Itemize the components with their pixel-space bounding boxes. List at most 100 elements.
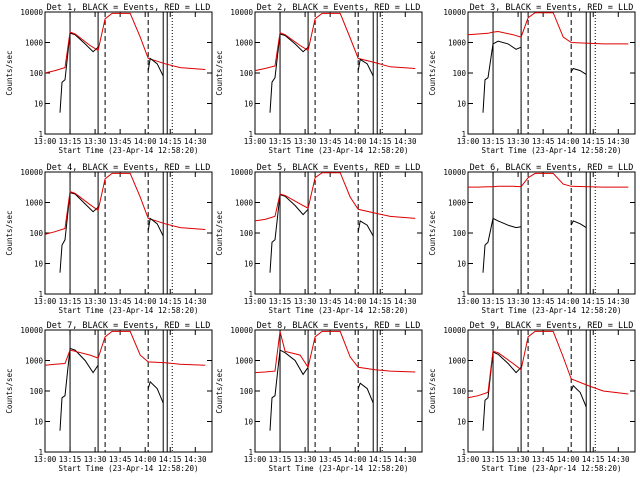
x-tick-label: 14:00 [344,297,367,306]
series-lld-line [44,12,206,74]
y-tick-label: 1000 [25,199,44,208]
y-axis-label: Counts/sec [428,50,437,95]
panel-det-6: Det 6, BLACK = Events, RED = LLD 1 10 100 10… [428,163,636,315]
x-tick-label: 14:00 [557,137,580,146]
y-tick-label: 100 [239,69,253,78]
y-tick-label: 1 [461,130,466,139]
x-tick-label: 14:30 [607,455,630,464]
panel-title: Det 7, BLACK = Events, RED = LLD [47,321,211,331]
x-tick-label: 13:00 [244,455,267,464]
panel-title: Det 2, BLACK = Events, RED = LLD [257,3,421,13]
y-tick-label: 10000 [20,326,43,335]
x-tick-label: 13:15 [482,455,505,464]
x-tick-label: 14:30 [394,455,417,464]
x-tick-label: 13:00 [34,297,57,306]
x-tick-label: 13:00 [457,137,480,146]
series-lld-line [254,12,416,72]
y-tick-label: 100 [239,387,253,396]
x-tick-label: 13:15 [59,297,82,306]
x-tick-label: 14:30 [184,137,207,146]
x-tick-label: 14:15 [369,137,392,146]
x-tick-label: 13:30 [507,137,530,146]
y-tick-label: 10 [34,100,44,109]
x-tick-label: 14:30 [394,137,417,146]
y-axis-label: Counts/sec [5,368,14,413]
series-events-line [570,384,587,408]
panel-title: Det 3, BLACK = Events, RED = LLD [470,3,634,13]
panel-det-1: Det 1, BLACK = Events, RED = LLD 1 10 100 10… [5,3,213,155]
series-events-line [570,220,587,229]
x-tick-label: 14:30 [607,297,630,306]
y-tick-label: 10000 [230,326,253,335]
y-tick-label: 100 [452,387,466,396]
y-tick-label: 10 [34,260,44,269]
series-lld-line [467,12,629,45]
series-events-line [59,32,99,113]
x-tick-label: 13:00 [244,297,267,306]
x-tick-label: 13:15 [59,137,82,146]
y-tick-label: 1 [248,448,253,457]
x-tick-label: 13:00 [34,137,57,146]
panel-title: Det 5, BLACK = Events, RED = LLD [257,163,421,173]
x-tick-label: 14:30 [184,297,207,306]
y-tick-label: 100 [239,229,253,238]
series-events-line [357,220,374,237]
series-events-line [147,380,164,404]
x-axis-label: Start Time (23-Apr-14 12:58:20) [482,306,622,315]
x-tick-label: 13:00 [34,455,57,464]
x-axis-label: Start Time (23-Apr-14 12:58:20) [269,146,409,155]
y-tick-label: 100 [29,229,43,238]
x-tick-label: 13:15 [482,137,505,146]
y-tick-label: 10000 [230,168,253,177]
x-tick-label: 14:15 [159,137,182,146]
x-tick-label: 13:30 [84,297,107,306]
x-tick-label: 14:15 [369,297,392,306]
x-axis-label: Start Time (23-Apr-14 12:58:20) [482,146,622,155]
series-lld-line [254,172,416,222]
series-events-line [269,194,309,273]
x-tick-label: 13:30 [507,455,530,464]
x-tick-label: 13:45 [109,297,132,306]
x-tick-label: 14:30 [184,455,207,464]
y-axis-label: Counts/sec [428,210,437,255]
y-tick-label: 10 [244,100,254,109]
panel-det-3: Det 3, BLACK = Events, RED = LLD 1 10 100 10… [428,3,636,155]
y-tick-label: 1000 [235,357,254,366]
x-tick-label: 14:00 [557,455,580,464]
series-events-line [269,349,309,431]
x-axis-label: Start Time (23-Apr-14 12:58:20) [269,306,409,315]
y-axis-label: Counts/sec [215,50,224,95]
y-tick-label: 100 [29,69,43,78]
x-tick-label: 13:45 [109,455,132,464]
x-tick-label: 13:15 [269,297,292,306]
series-events-line [357,58,374,77]
x-tick-label: 13:15 [482,297,505,306]
x-axis-label: Start Time (23-Apr-14 12:58:20) [482,464,622,473]
panel-det-2: Det 2, BLACK = Events, RED = LLD 1 10 100 10… [215,3,423,155]
panel-title: Det 9, BLACK = Events, RED = LLD [470,321,634,331]
panel-det-4: Det 4, BLACK = Events, RED = LLD 1 10 100 10… [5,163,213,315]
x-tick-label: 13:45 [532,297,555,306]
y-tick-label: 1000 [25,39,44,48]
panel-title: Det 6, BLACK = Events, RED = LLD [470,163,634,173]
x-tick-label: 13:45 [109,137,132,146]
series-events-line [570,67,587,75]
series-lld-line [254,330,416,374]
x-tick-label: 14:15 [159,297,182,306]
series-lld-line [44,172,206,235]
y-axis-label: Counts/sec [5,50,14,95]
y-tick-label: 10000 [443,168,466,177]
x-tick-label: 13:15 [59,455,82,464]
x-tick-label: 13:15 [269,455,292,464]
panel-det-9: Det 9, BLACK = Events, RED = LLD 1 10 100 10… [428,321,636,473]
x-tick-label: 14:00 [134,297,157,306]
x-tick-label: 13:30 [294,455,317,464]
x-tick-label: 13:45 [319,137,342,146]
y-tick-label: 1 [461,448,466,457]
y-tick-label: 1 [248,290,253,299]
panel-det-7: Det 7, BLACK = Events, RED = LLD 1 10 100 10… [5,321,213,473]
x-tick-label: 13:30 [84,137,107,146]
x-tick-label: 13:30 [294,137,317,146]
series-events-line [59,192,99,273]
y-tick-label: 1 [38,448,43,457]
